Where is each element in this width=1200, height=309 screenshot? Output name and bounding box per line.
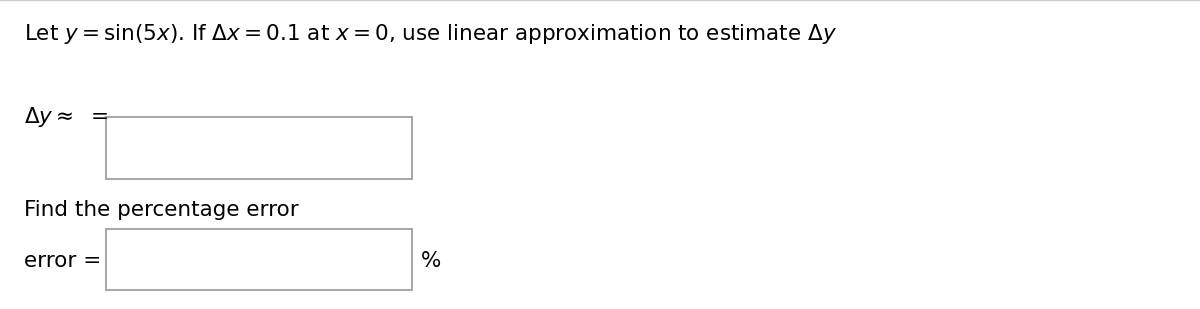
FancyBboxPatch shape <box>106 117 412 179</box>
Text: Let $y = \sin(5x)$. If $\Delta x = 0.1$ at $x = 0$, use linear approximation to : Let $y = \sin(5x)$. If $\Delta x = 0.1$ … <box>24 22 838 46</box>
Text: %: % <box>421 251 442 271</box>
Text: error =: error = <box>24 251 101 271</box>
Text: Find the percentage error: Find the percentage error <box>24 200 299 220</box>
Text: $\Delta y \approx\;$ =: $\Delta y \approx\;$ = <box>24 105 108 129</box>
FancyBboxPatch shape <box>106 229 412 290</box>
